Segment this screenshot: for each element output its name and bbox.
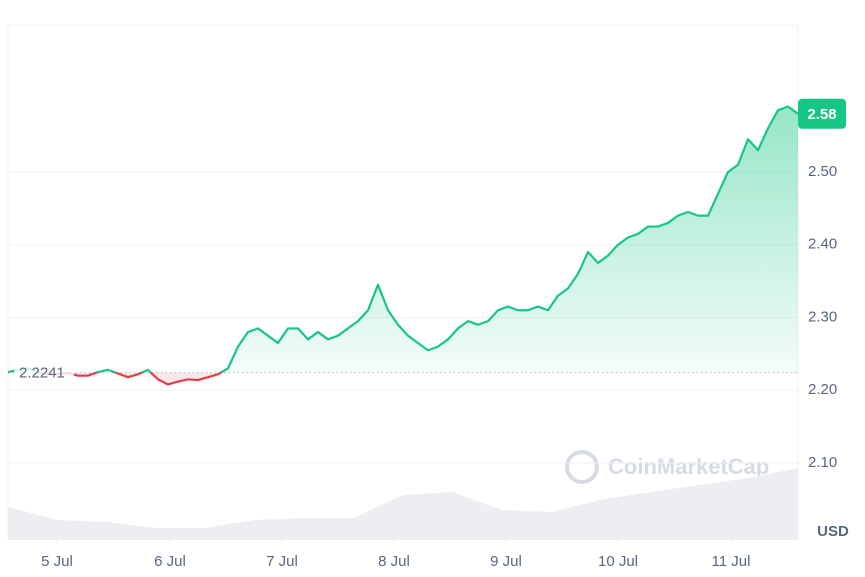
- x-tick-label: 6 Jul: [154, 553, 186, 570]
- x-tick-label: 10 Jul: [598, 553, 638, 570]
- y-tick-label: 2.50: [808, 163, 837, 180]
- watermark-logo: [565, 450, 599, 484]
- price-badge: [798, 98, 846, 129]
- y-tick-label: 2.40: [808, 236, 837, 253]
- x-tick-label: 9 Jul: [490, 553, 522, 570]
- y-unit: USD: [817, 523, 849, 540]
- y-tick-label: 2.10: [808, 454, 837, 471]
- price-line: [7, 105, 799, 386]
- watermark: CoinMarketCap: [565, 450, 769, 484]
- baseline-label-bg: [14, 361, 74, 384]
- area-up: [8, 106, 798, 373]
- x-tick-label: 8 Jul: [378, 553, 410, 570]
- price-badge-label: 2.58: [807, 106, 836, 123]
- volume-area: [8, 468, 798, 540]
- baseline-label: 2.2241: [19, 365, 65, 382]
- y-tick-label: 2.30: [808, 308, 837, 325]
- x-tick-label: 5 Jul: [41, 553, 73, 570]
- y-tick-label: 2.20: [808, 381, 837, 398]
- x-tick-label: 11 Jul: [712, 553, 751, 570]
- watermark-text: CoinMarketCap: [608, 454, 769, 479]
- x-tick-label: 7 Jul: [266, 553, 298, 570]
